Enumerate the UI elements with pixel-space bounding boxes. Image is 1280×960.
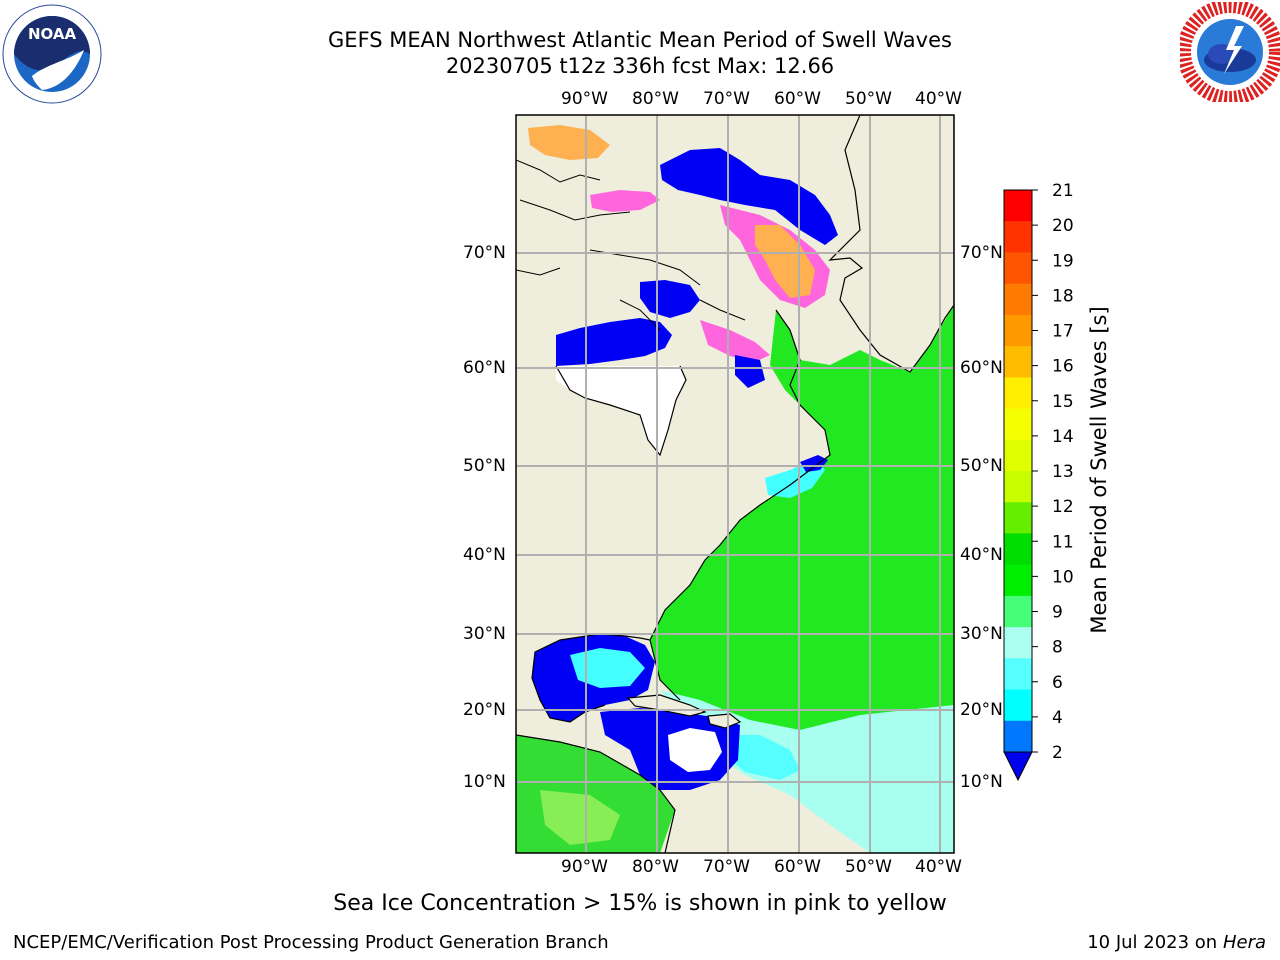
footer-left: NCEP/EMC/Verification Post Processing Pr… [13,932,609,953]
colorbar-tick-label: 11 [1052,532,1074,552]
gulf-coastline [531,633,651,723]
noaa-logo-icon: NOAA [2,4,102,104]
colorbar-swatch [1004,190,1032,222]
colorbar-swatch [1004,377,1032,410]
hudson-bay-white [556,366,686,455]
colorbar-tick-label: 16 [1052,357,1074,377]
lon-label-bottom-50w: 50°W [845,857,892,877]
colorbar-under-triangle [1003,751,1033,782]
lon-label-top-40w: 40°W [915,89,962,109]
colorbar-swatch [1004,221,1032,253]
arctic-ice-orange [528,125,610,160]
title-line-2: 20230705 t12z 336h fcst Max: 12.66 [445,54,835,78]
gulf-cyan-center [570,648,645,688]
graticule [516,115,954,853]
hudson-bay-coastline [555,365,687,457]
colorbar-swatch [1004,533,1032,566]
colorbar-swatch [1004,471,1032,503]
lat-label-right-10n: 10°N [960,772,1003,792]
lat-label-right-40n: 40°N [960,545,1003,565]
lon-label-top-70w: 70°W [703,89,750,109]
colorbar-tick-label: 14 [1052,427,1074,447]
lat-label-left-50n: 50°N [463,456,506,476]
noaa-logo: NOAA [2,4,102,104]
colorbar-tick-label: 19 [1052,251,1074,271]
lon-label-bottom-40w: 40°W [915,857,962,877]
footer-host: Hera [1222,932,1266,953]
lon-label-top-90w: 90°W [561,89,608,109]
arctic-coastlines [516,159,746,331]
colorbar-swatch [1004,658,1032,691]
colorbar-tick-label: 18 [1052,286,1074,306]
nws-logo-icon [1177,0,1280,105]
chart-title: GEFS MEAN Northwest Atlantic Mean Period… [0,27,1280,79]
map-frame [515,114,955,854]
title-line-1: GEFS MEAN Northwest Atlantic Mean Period… [328,28,952,52]
colorbar-swatch [1004,689,1032,722]
colorbar-swatch [1004,627,1032,659]
north-america-coastline [649,309,831,701]
lon-label-bottom-80w: 80°W [632,857,679,877]
hispaniola-coastline [707,713,742,729]
colorbar-tick-label: 6 [1052,673,1063,693]
colorbar-tick-label: 9 [1052,603,1063,623]
colorbar-swatch [1004,595,1032,628]
lat-label-right-60n: 60°N [960,358,1003,378]
foxe-basin [640,280,700,318]
lat-label-left-20n: 20°N [463,700,506,720]
lon-label-top-80w: 80°W [632,89,679,109]
lat-label-left-40n: 40°N [463,545,506,565]
colorbar-tick-label: 10 [1052,567,1074,587]
colorbar-tick-label: 4 [1052,708,1063,728]
colorbar-tick-label: 12 [1052,497,1074,517]
lat-label-left-60n: 60°N [463,358,506,378]
lon-label-top-50w: 50°W [845,89,892,109]
lat-label-right-50n: 50°N [960,456,1003,476]
colorbar-tick-label: 13 [1052,462,1074,482]
colorbar-tick-label: 15 [1052,392,1074,412]
tropical-cyan-band [720,735,800,780]
nws-logo [1177,0,1280,105]
lat-label-right-20n: 20°N [960,700,1003,720]
lat-label-left-10n: 10°N [463,772,506,792]
noaa-text: NOAA [28,25,77,43]
colorbar-swatch [1004,408,1032,441]
colorbar-swatch [1004,502,1032,534]
lon-label-bottom-90w: 90°W [561,857,608,877]
lat-label-right-30n: 30°N [960,624,1003,644]
south-america-light [540,790,620,845]
lat-label-left-30n: 30°N [463,624,506,644]
lon-label-bottom-70w: 70°W [703,857,750,877]
lon-label-top-60w: 60°W [774,89,821,109]
baffin-bay [660,148,838,245]
colorbar-swatch [1004,346,1032,378]
canadian-archipelago-ice [590,190,660,212]
colorbar-swatch [1004,564,1032,597]
labrador-coast-blue [735,355,765,388]
colorbar-swatch [1004,720,1032,753]
colorbar-tick-label: 8 [1052,638,1063,658]
sea-ice-note: Sea Ice Concentration > 15% is shown in … [333,891,947,916]
colorbar: 21 20 19 18 17 16 15 14 13 12 11 10 9 8 6 4 2 [1003,181,1074,782]
lat-label-left-70n: 70°N [463,243,506,263]
colorbar-tick-label: 20 [1052,216,1074,236]
colorbar-label: Mean Period of Swell Waves [s] [1087,306,1111,633]
colorbar-tick-label: 2 [1052,743,1063,763]
caribbean-gap [668,728,722,772]
footer-date: 10 Jul 2023 on [1087,932,1218,953]
st-lawrence-blue [800,455,828,472]
colorbar-swatch [1004,314,1032,347]
colorbar-tick-label: 17 [1052,322,1074,342]
colorbar-swatch [1004,252,1032,285]
greenland [828,115,954,373]
colorbar-swatch [1004,439,1032,472]
footer-right: 10 Jul 2023 on Hera [1087,932,1266,954]
colorbar-swatch [1004,283,1032,316]
lon-label-bottom-60w: 60°W [774,857,821,877]
south-america-coastline [516,734,676,853]
hudson-strait-ice [700,320,770,362]
lat-label-right-70n: 70°N [960,243,1003,263]
colorbar-tick-label: 21 [1052,181,1074,201]
